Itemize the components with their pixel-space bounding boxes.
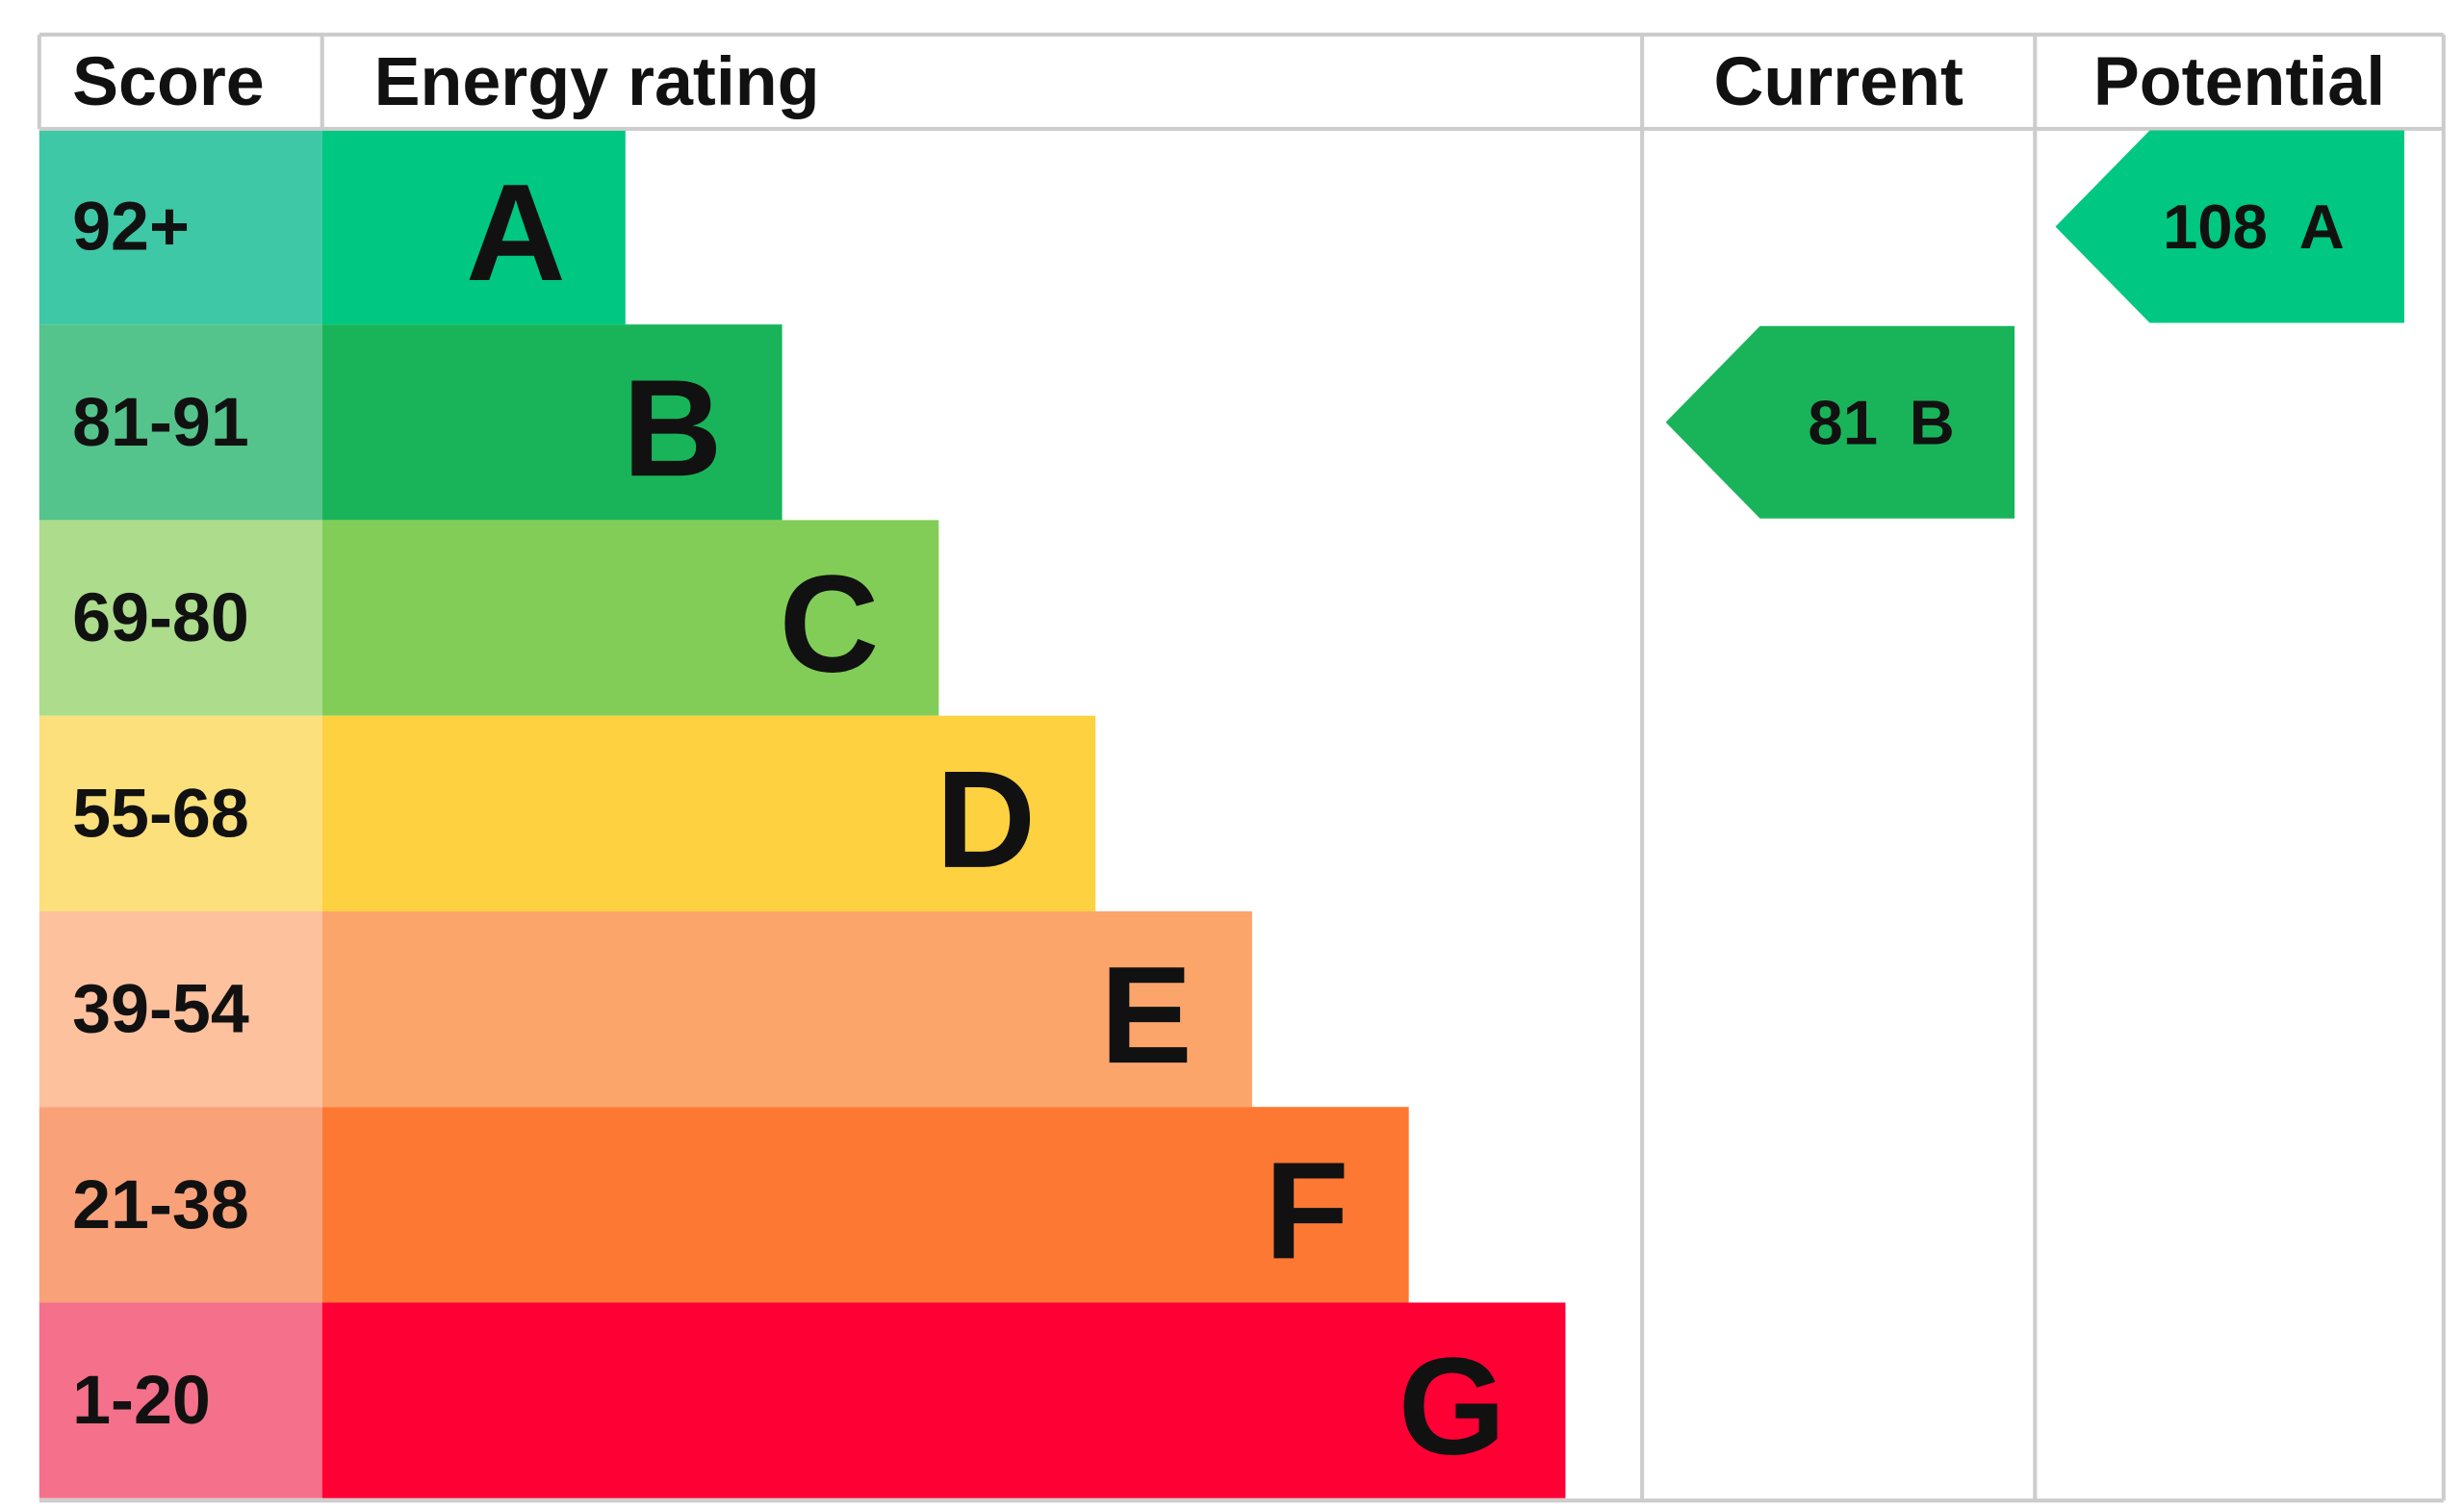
score-range: 92+ xyxy=(72,189,190,266)
score-range: 1-20 xyxy=(72,1362,211,1439)
potential-rating: A xyxy=(2299,192,2345,262)
potential-score: 108 xyxy=(2163,192,2268,262)
score-cell xyxy=(38,715,322,911)
score-cell xyxy=(38,324,322,521)
header-score: Score xyxy=(72,43,265,120)
rating-bar xyxy=(321,1302,1566,1498)
header-rating: Energy rating xyxy=(374,43,820,120)
rating-bar xyxy=(321,324,783,521)
rating-bar xyxy=(321,1107,1409,1303)
rating-letter: F xyxy=(1265,1134,1349,1288)
score-range: 21-38 xyxy=(72,1166,249,1243)
header-potential: Potential xyxy=(2093,43,2385,120)
score-cell xyxy=(38,910,322,1108)
score-range: 39-54 xyxy=(72,971,249,1048)
score-cell xyxy=(38,128,322,325)
score-cell xyxy=(38,520,322,716)
rating-bar xyxy=(321,520,939,716)
score-cell xyxy=(38,1107,322,1303)
current-arrow xyxy=(1665,325,2015,519)
header-current: Current xyxy=(1714,43,1964,120)
rating-letter: G xyxy=(1399,1330,1506,1484)
score-range: 55-68 xyxy=(72,775,249,852)
current-score: 81 xyxy=(1808,387,1878,457)
rating-letter: E xyxy=(1100,938,1193,1092)
rating-letter: D xyxy=(936,743,1036,897)
rating-bar xyxy=(321,715,1096,911)
score-cell xyxy=(38,1302,322,1498)
current-rating: B xyxy=(1910,387,1955,457)
potential-arrow xyxy=(2055,130,2404,323)
rating-bar xyxy=(321,910,1252,1108)
rating-letter: A xyxy=(466,156,566,310)
score-range: 69-80 xyxy=(72,579,249,656)
rating-letter: B xyxy=(623,351,723,505)
rating-bar xyxy=(321,128,626,325)
score-range: 81-91 xyxy=(72,384,249,461)
rating-letter: C xyxy=(780,548,880,702)
